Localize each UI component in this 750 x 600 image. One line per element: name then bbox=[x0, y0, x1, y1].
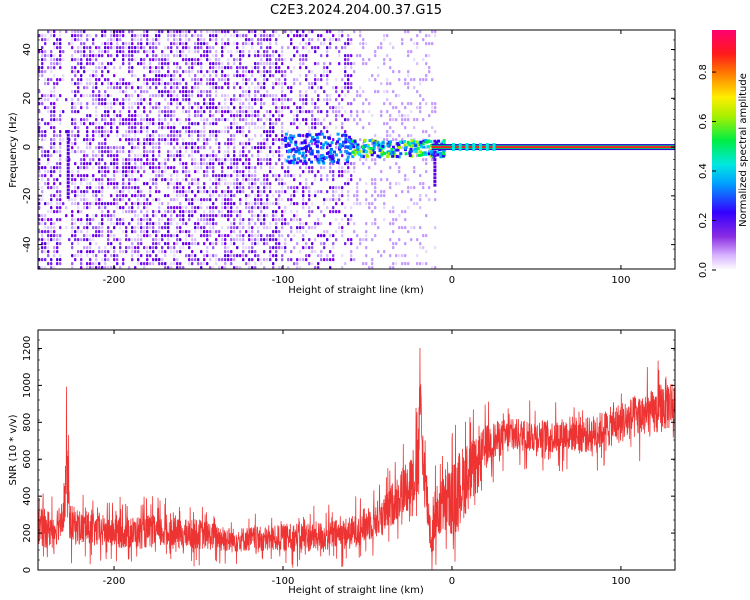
chart-title: C2E3.2024.204.00.37.G15 bbox=[270, 3, 442, 18]
heatmap-x-ticks: -200 -100 0 100 bbox=[103, 30, 630, 286]
y-tick-label: 600 bbox=[22, 450, 33, 469]
x-tick-label: 100 bbox=[611, 275, 630, 286]
y-tick-label: 1000 bbox=[22, 373, 33, 398]
heatmap-carrier-line bbox=[431, 143, 675, 152]
x-tick-label: 0 bbox=[449, 576, 455, 587]
colorbar-tick-label: 0.0 bbox=[698, 262, 709, 278]
snr-series-line bbox=[38, 348, 675, 570]
y-tick-label: 20 bbox=[22, 92, 33, 105]
minor-ticks bbox=[38, 339, 675, 571]
colorbar-gradient bbox=[712, 30, 736, 270]
x-tick-label: -100 bbox=[272, 275, 295, 286]
x-tick-label: -200 bbox=[103, 576, 126, 587]
colorbar-ticks: 0.0 0.2 0.4 0.6 0.8 bbox=[698, 64, 716, 278]
carrier-line-core bbox=[431, 146, 675, 148]
colorbar-tick-label: 0.8 bbox=[698, 64, 709, 80]
minor-ticks bbox=[38, 29, 675, 270]
y-tick-label: 0 bbox=[22, 144, 33, 150]
snr-y-axis-label: SNR (10 * v/v) bbox=[8, 414, 19, 485]
x-tick-label: -100 bbox=[272, 576, 295, 587]
snr-panel: -200 -100 0 100 0 200 400 600 800 1000 1200 Heigh… bbox=[8, 329, 676, 596]
heatmap-y-axis-label: Frequency (Hz) bbox=[8, 112, 19, 188]
y-tick-label: -40 bbox=[22, 236, 33, 252]
colorbar: 0.0 0.2 0.4 0.6 0.8 Normalized spectral ampl… bbox=[698, 30, 749, 278]
heatmap-x-axis-label: Height of straight line (km) bbox=[288, 285, 424, 296]
heatmap-cells bbox=[38, 30, 447, 269]
heatmap-y-ticks: -40 -20 0 20 40 bbox=[22, 43, 675, 253]
colorbar-tick-label: 0.6 bbox=[698, 114, 709, 130]
y-tick-label: 40 bbox=[22, 43, 33, 56]
y-tick-label: -20 bbox=[22, 188, 33, 204]
snr-x-ticks: -200 -100 0 100 bbox=[103, 330, 630, 587]
y-tick-label: 400 bbox=[22, 487, 33, 506]
y-tick-label: 200 bbox=[22, 524, 33, 543]
x-tick-label: 100 bbox=[611, 576, 630, 587]
colorbar-tick-label: 0.4 bbox=[698, 163, 709, 179]
x-tick-label: 0 bbox=[449, 275, 455, 286]
x-tick-label: -200 bbox=[103, 275, 126, 286]
colorbar-label: Normalized spectral amplitude bbox=[738, 73, 749, 227]
y-tick-label: 0 bbox=[22, 567, 33, 573]
y-tick-label: 1200 bbox=[22, 336, 33, 361]
colorbar-tick-label: 0.2 bbox=[698, 213, 709, 229]
snr-x-axis-label: Height of straight line (km) bbox=[288, 585, 424, 596]
y-tick-label: 800 bbox=[22, 413, 33, 432]
